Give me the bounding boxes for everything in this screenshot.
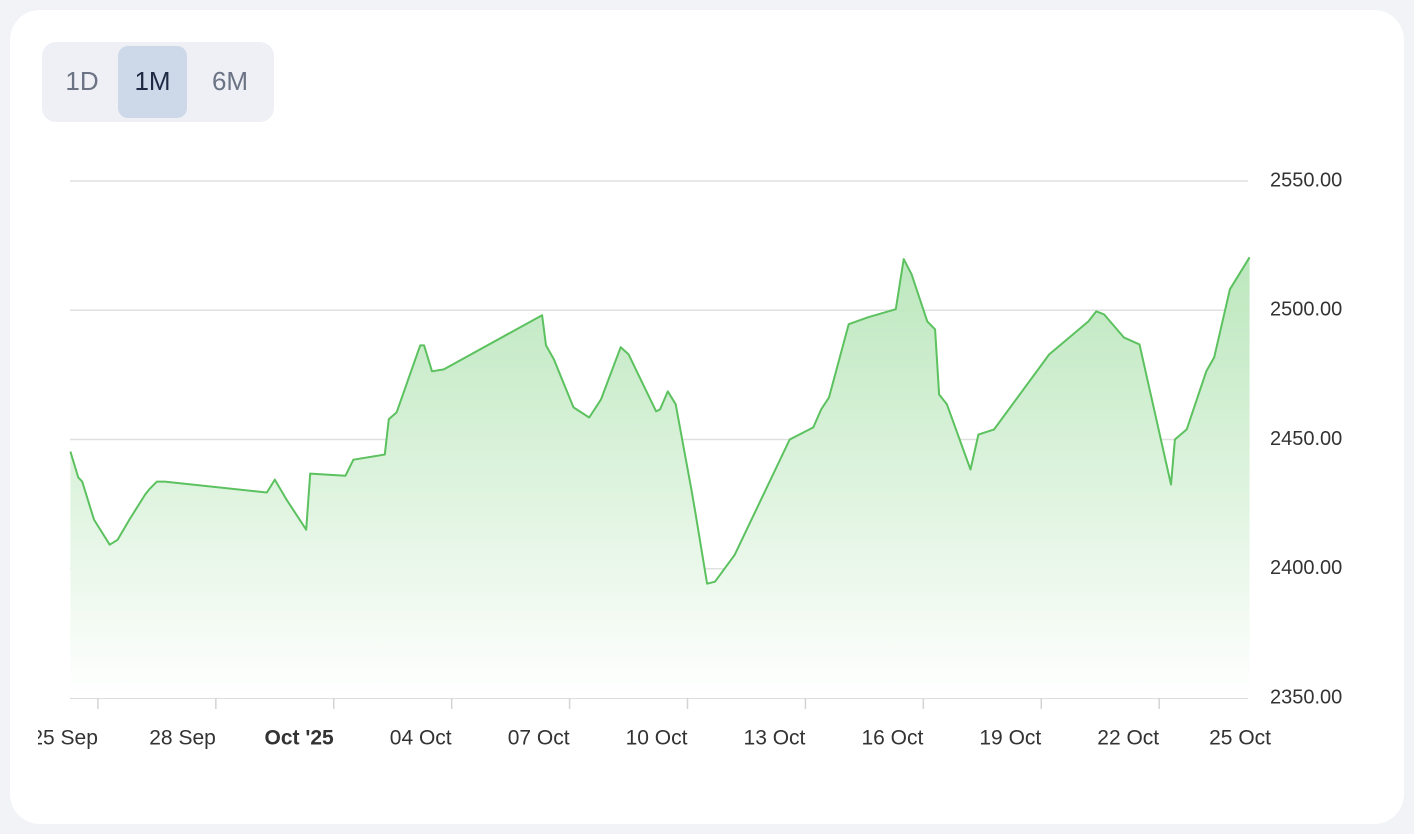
y-tick-label: 2400.00 [1270,557,1342,579]
y-tick-label: 2500.00 [1270,299,1342,321]
tab-active-bg [118,46,187,118]
tab[interactable]: 1M [134,66,170,96]
tab[interactable]: 6M [212,66,248,96]
y-tick-label: 2450.00 [1270,428,1342,450]
x-tick-label: 10 Oct [626,727,688,750]
price-line [69,256,1251,585]
x-tick-label: 28 Sep [149,727,216,750]
x-tick-label: 25 Oct [1209,727,1271,750]
x-axis-labels: 25 Sep 28 Sep Oct '25 04 Oct 07 Oct 10 Oct 13 … [31,727,1271,750]
area-fill [70,257,1250,698]
y-tick-label: 2350.00 [1270,686,1342,708]
y-tick-label: 2550.00 [1270,169,1342,191]
x-tick-label: 16 Oct [861,727,923,750]
tab[interactable]: 1D [65,66,98,96]
x-tick-label: 13 Oct [744,727,806,750]
x-tick-label: 19 Oct [979,727,1041,750]
x-tick-label: 04 Oct [390,727,452,750]
x-tick-label: Oct '25 [265,727,335,750]
x-tick-label: 22 Oct [1097,727,1159,750]
x-tick-label: 25 Sep [31,727,98,750]
x-tick-label: 07 Oct [508,727,570,750]
